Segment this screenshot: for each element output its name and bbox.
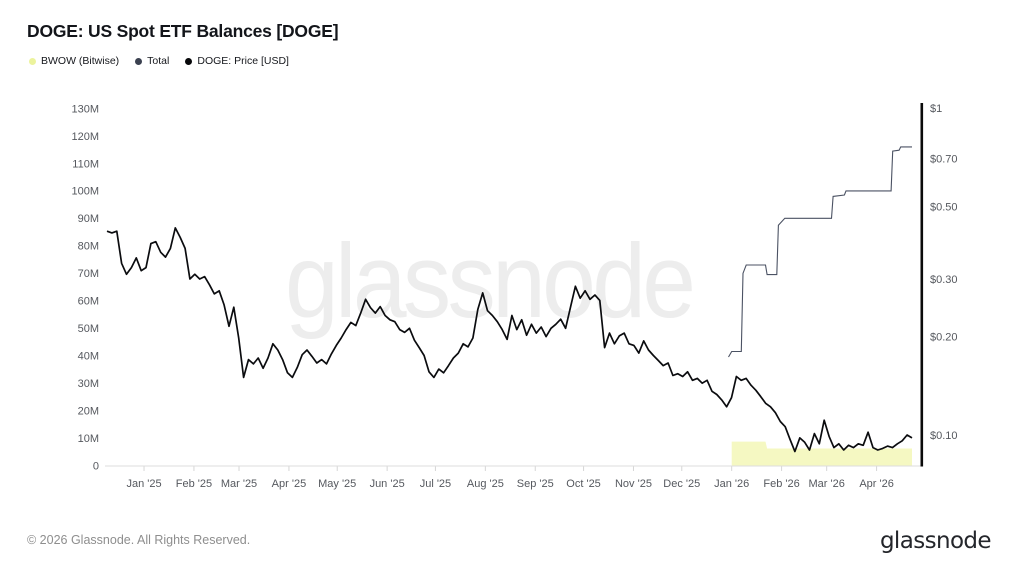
left-axis-tick-label: 80M	[78, 241, 99, 253]
left-axis-tick-label: 30M	[78, 378, 99, 390]
price-line-series	[106, 227, 913, 453]
page-title: DOGE: US Spot ETF Balances [DOGE]	[27, 21, 339, 41]
total-line-series	[728, 146, 912, 358]
legend-dot-total	[135, 57, 143, 65]
x-tick-label: Feb '26	[763, 478, 799, 490]
left-axis-tick-label: 0	[93, 460, 99, 472]
right-axis-tick-label: $1	[930, 103, 942, 115]
right-axis-tick-label: $0.10	[930, 430, 958, 442]
left-axis-tick-label: 50M	[78, 323, 99, 335]
x-tick-label: Mar '25	[221, 478, 257, 490]
legend-item-bwow[interactable]: BWOW (Bitwise)	[29, 55, 119, 67]
legend-label-total: Total	[147, 55, 170, 67]
x-tick-label: Aug '25	[467, 478, 504, 490]
x-tick-label: Apr '25	[272, 478, 307, 490]
right-axis-tick-label: $0.50	[930, 201, 958, 213]
x-tick-label: Dec '25	[663, 478, 700, 490]
x-tick-label: May '25	[318, 478, 356, 490]
left-axis-tick-label: 70M	[78, 268, 99, 280]
right-axis-tick-label: $0.20	[930, 331, 958, 343]
left-axis-tick-label: 110M	[72, 158, 99, 170]
legend-dot-bwow	[29, 57, 36, 65]
x-tick-label: Jun '25	[370, 478, 405, 490]
left-axis-tick-label: 10M	[78, 433, 99, 445]
legend-item-price[interactable]: DOGE: Price [USD]	[185, 55, 289, 67]
left-axis-tick-label: 40M	[78, 351, 99, 363]
left-axis-tick-label: 120M	[71, 131, 99, 143]
legend-label-bwow: BWOW (Bitwise)	[41, 55, 120, 67]
legend-item-total[interactable]: Total	[135, 55, 169, 67]
x-tick-label: Jan '26	[714, 478, 749, 490]
legend-label-price: DOGE: Price [USD]	[197, 55, 289, 67]
copyright-text: © 2026 Glassnode. All Rights Reserved.	[27, 533, 251, 547]
left-axis-tick-label: 100M	[71, 186, 99, 198]
left-axis-tick-label: 60M	[78, 296, 99, 308]
x-tick-label: Jul '25	[420, 478, 451, 490]
left-axis-tick-label: 130M	[71, 103, 99, 115]
x-tick-label: Sep '25	[517, 478, 554, 490]
bwow-area-series	[731, 441, 912, 466]
right-axis-tick-label: $0.70	[930, 154, 958, 166]
x-tick-label: Nov '25	[615, 478, 652, 490]
legend-dot-price	[185, 57, 193, 65]
glassnode-logo: glassnode	[879, 528, 992, 554]
x-tick-label: Oct '25	[566, 478, 601, 490]
x-tick-label: Mar '26	[808, 478, 844, 490]
left-axis-tick-label: 90M	[78, 213, 99, 225]
x-tick-label: Feb '25	[176, 478, 212, 490]
left-axis-tick-label: 20M	[78, 405, 99, 417]
glassnode-watermark: glassnode	[285, 223, 696, 340]
x-tick-label: Apr '26	[859, 478, 894, 490]
right-axis-tick-label: $0.30	[930, 274, 958, 286]
x-tick-label: Jan '25	[126, 478, 161, 490]
chart-legend: BWOW (Bitwise) Total DOGE: Price [USD]	[29, 55, 289, 67]
